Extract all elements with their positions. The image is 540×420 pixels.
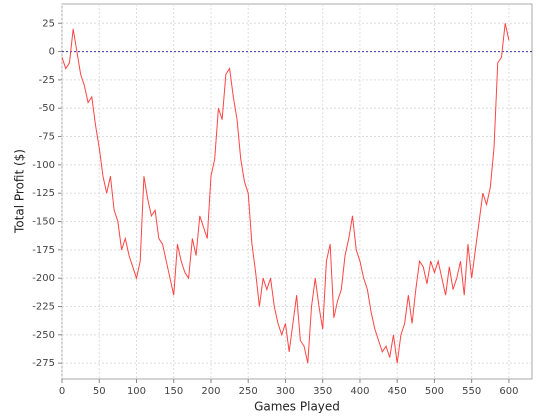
x-tick-label: 100 — [127, 386, 146, 397]
y-tick-label: -150 — [32, 217, 55, 228]
y-axis-title: Total Profit ($) — [13, 149, 27, 234]
x-tick-label: 150 — [164, 386, 183, 397]
y-tick-label: -250 — [32, 330, 55, 341]
x-tick-label: 500 — [425, 386, 444, 397]
y-tick-label: -75 — [39, 132, 55, 143]
y-tick-label: -225 — [32, 301, 55, 312]
y-tick-label: -50 — [39, 103, 55, 114]
x-tick-label: 0 — [59, 386, 65, 397]
x-tick-label: 550 — [462, 386, 481, 397]
plot-area — [61, 3, 533, 380]
y-tick-label: -200 — [32, 273, 55, 284]
x-tick-label: 350 — [313, 386, 332, 397]
x-tick-label: 600 — [499, 386, 518, 397]
y-tick-label: 0 — [49, 47, 55, 58]
y-tick-label: -100 — [32, 160, 55, 171]
x-tick-label: 400 — [350, 386, 369, 397]
x-tick-label: 250 — [239, 386, 258, 397]
y-tick-label: -25 — [39, 75, 55, 86]
y-tick-label: -175 — [32, 245, 55, 256]
data-line — [61, 23, 510, 364]
y-tick-label: -275 — [32, 358, 55, 369]
x-tick-label: 450 — [388, 386, 407, 397]
x-tick-label: 50 — [93, 386, 106, 397]
x-axis-title: Games Played — [254, 400, 340, 414]
y-tick-label: 25 — [42, 18, 55, 29]
x-tick-label: 200 — [201, 386, 220, 397]
y-tick-label: -125 — [32, 188, 55, 199]
x-tick-label: 300 — [276, 386, 295, 397]
